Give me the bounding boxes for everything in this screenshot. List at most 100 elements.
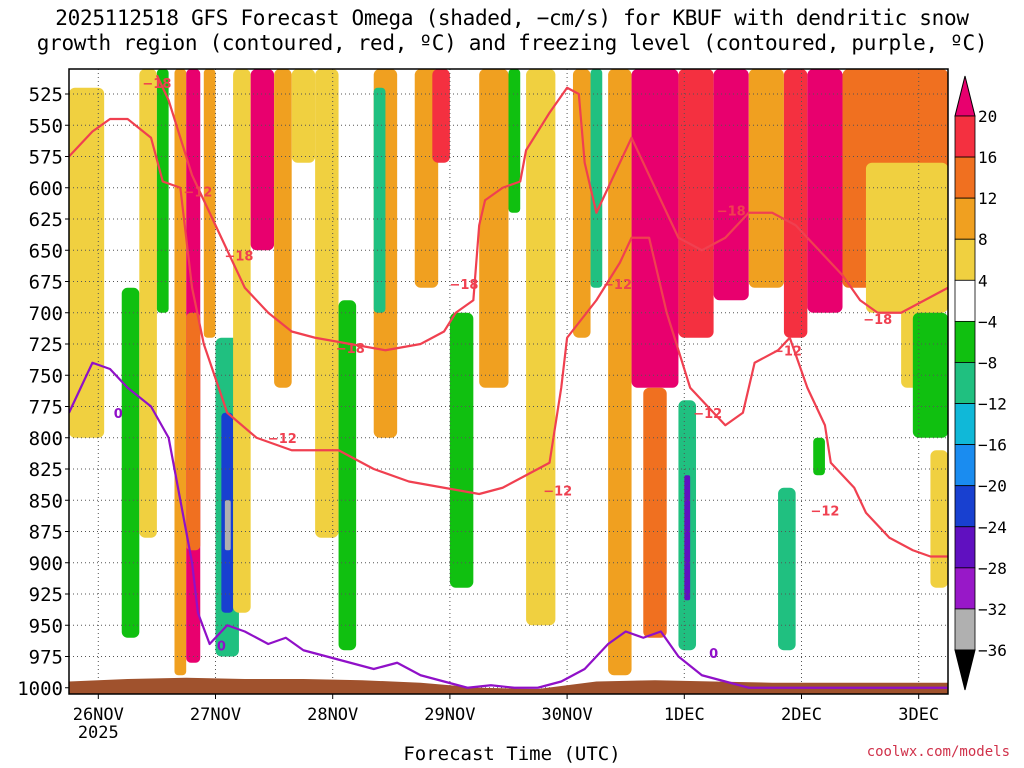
- contour-freezing-0: [69, 361, 948, 689]
- colorbar-label: −12: [978, 395, 1007, 414]
- contour-label: −12: [183, 186, 212, 201]
- y-tick-label: 750: [29, 365, 63, 387]
- omega-cell: [572, 69, 591, 338]
- x-tick-label: 1DEC: [664, 705, 705, 725]
- omega-cell: [912, 312, 948, 438]
- colorbar-label: −4: [978, 312, 997, 331]
- omega-cell: [778, 487, 796, 651]
- colorbar-segment: [954, 526, 976, 569]
- y-tick-label: 675: [29, 272, 63, 294]
- colorbar-label: −8: [978, 353, 997, 372]
- contour-lines: [69, 74, 948, 689]
- colorbar-label: −16: [978, 436, 1007, 455]
- omega-cell: [684, 475, 691, 601]
- y-tick-label: 775: [29, 397, 63, 419]
- y-tick-label: 800: [29, 428, 63, 450]
- omega-cell: [590, 69, 603, 288]
- omega-cell: [865, 162, 948, 313]
- contour-label: −18: [863, 313, 892, 328]
- contour-label: −12: [543, 484, 572, 499]
- colorbar-label: 8: [978, 230, 988, 249]
- omega-cell: [224, 500, 231, 551]
- y-tick-label: 625: [29, 209, 63, 231]
- omega-cell: [156, 69, 169, 313]
- terrain-fill: [69, 677, 948, 694]
- contour-label: −12: [603, 278, 632, 293]
- omega-cell: [479, 69, 509, 388]
- x-tick-label: 2DEC: [781, 705, 822, 725]
- watermark: coolwx.com/models: [866, 744, 1010, 760]
- colorbar-label: −20: [978, 477, 1007, 496]
- contour-label: −18: [336, 342, 365, 357]
- omega-cell: [233, 69, 251, 613]
- colorbar-segment: [954, 115, 976, 158]
- y-tick-label: 925: [29, 584, 63, 606]
- y-tick-label: 875: [29, 522, 63, 544]
- y-tick-label: 550: [29, 115, 63, 137]
- x-tick-label: 3DEC: [898, 705, 939, 725]
- colorbar-label: 20: [978, 107, 997, 126]
- omega-cell: [69, 87, 105, 438]
- colorbar-label: −32: [978, 600, 1007, 619]
- omega-cell: [291, 69, 316, 163]
- title-line-2: growth region (contoured, red, ºC) and f…: [36, 31, 988, 55]
- colorbar-segment: [954, 362, 976, 404]
- contour-label: −12: [268, 432, 297, 447]
- colorbar-label: −28: [978, 559, 1007, 578]
- colorbar-label: 16: [978, 148, 997, 167]
- contour-label: −18: [717, 204, 746, 219]
- omega-cell: [631, 69, 679, 388]
- omega-cell: [713, 69, 749, 301]
- y-tick-label: 575: [29, 147, 63, 169]
- contour-label: 0: [114, 407, 123, 422]
- plot-border: [68, 68, 949, 695]
- colorbar: 20 16 12 8 4 −4 −8 −12 −16 −20 −24 −28 −32 −36: [954, 75, 1007, 691]
- contour-dendritic-minus18: [155, 74, 948, 352]
- omega-cell: [813, 437, 825, 476]
- colorbar-segment: [954, 444, 976, 487]
- colorbar-segment: [954, 485, 976, 528]
- x-tick-label: 29NOV: [424, 705, 475, 725]
- colorbar-segment: [954, 320, 976, 363]
- colorbar-segment: [954, 197, 976, 240]
- colorbar-label: 12: [978, 189, 997, 208]
- y-tick-label: 725: [29, 334, 63, 356]
- y-tick-label: 1000: [17, 678, 63, 700]
- contour-label: 0: [709, 647, 718, 662]
- omega-shading: [69, 69, 948, 676]
- colorbar-segment: [954, 403, 976, 446]
- omega-cell: [608, 69, 632, 676]
- omega-cell: [274, 69, 292, 388]
- omega-cell: [783, 69, 808, 338]
- omega-cell: [678, 69, 714, 338]
- colorbar-top-arrow: [954, 75, 976, 117]
- colorbar-label: 4: [978, 271, 988, 290]
- contour-label: −18: [449, 278, 478, 293]
- omega-cell: [930, 450, 948, 588]
- plot-frame: [68, 68, 949, 695]
- colorbar-label: −24: [978, 518, 1007, 537]
- y-tick-label: 825: [29, 459, 63, 481]
- omega-cell: [338, 300, 357, 651]
- colorbar-segment: [954, 238, 976, 281]
- omega-cell: [526, 69, 556, 626]
- x-tick-label: 26NOV: [73, 705, 124, 725]
- colorbar-segment: [954, 279, 976, 322]
- x-tick-label: 27NOV: [190, 705, 241, 725]
- x-tick-label: 30NOV: [542, 705, 593, 725]
- title-line-1: 2025112518 GFS Forecast Omega (shaded, −…: [55, 6, 969, 30]
- omega-cell: [186, 312, 201, 551]
- colorbar-segment: [954, 608, 976, 651]
- y-tick-label: 975: [29, 647, 63, 669]
- terrain-area: [69, 677, 948, 694]
- contour-label: −18: [224, 249, 253, 264]
- omega-cell: [250, 69, 275, 251]
- contour-label: −12: [773, 344, 802, 359]
- omega-cell: [449, 312, 474, 588]
- omega-cell: [121, 287, 140, 638]
- contour-label: −12: [810, 504, 839, 519]
- omega-cell: [643, 387, 667, 638]
- y-tick-label: 600: [29, 178, 63, 200]
- y-tick-label: 650: [29, 240, 63, 262]
